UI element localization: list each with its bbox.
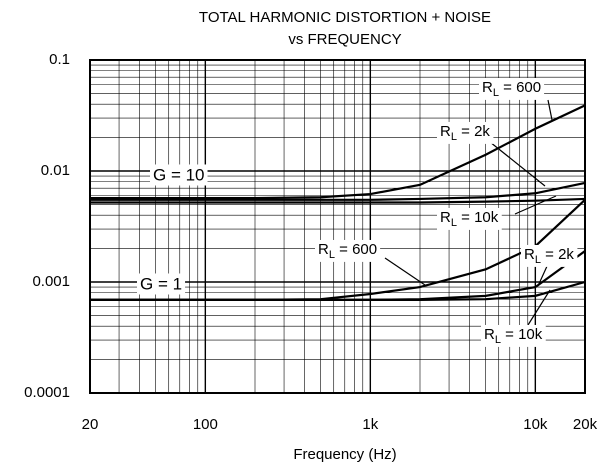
curve [90,181,586,201]
annotation: RL = 2k [440,123,490,143]
curve [90,280,586,301]
annotation-bg [137,273,186,295]
annotation-bg [479,77,545,100]
annotation-bg [315,239,381,262]
annotation-rest: = 600 [335,241,377,258]
annotation-main: R [484,326,495,343]
chart-title: TOTAL HARMONIC DISTORTION + NOISE [199,9,491,26]
x-tick-label: 100 [193,416,218,433]
y-tick-label: 0.1 [49,51,70,68]
annotation: RL = 600 [482,79,541,99]
annotation-bg [521,244,578,267]
annotation-main: R [318,241,329,258]
y-tick-label: 0.01 [41,162,70,179]
annotation-arrow [514,195,557,215]
chart-subtitle: vs FREQUENCY [288,31,401,48]
annotation-arrow [384,257,426,286]
annotation-sub: L [451,131,457,143]
annotation-bg [437,121,494,144]
annotation-main: R [440,123,451,140]
annotation-sub: L [493,87,499,99]
annotation-main: R [482,79,493,96]
x-tick-label: 10k [523,416,548,433]
annotation-rest: = 2k [541,246,574,263]
x-axis-label: Frequency (Hz) [293,446,396,463]
annotation-sub: L [495,334,501,346]
annotation-bg [150,164,208,186]
y-tick-label: 0.0001 [24,384,70,401]
x-tick-label: 20k [573,416,598,433]
annotation: G = 10 [153,165,205,184]
annotation-rest: = 2k [457,123,490,140]
annotation-bg [481,324,546,347]
y-tick-label: 0.001 [32,273,70,290]
curve [90,197,586,204]
annotation-main: R [524,246,535,263]
annotation-rest: = 10k [457,209,499,226]
x-tick-label: 20 [82,416,99,433]
annotation: RL = 10k [484,326,543,346]
annotation: RL = 2k [524,246,574,266]
annotation-sub: L [535,254,541,266]
annotation-arrow [489,141,546,187]
annotation-main: R [440,209,451,226]
annotation-sub: L [329,249,335,261]
annotation-sub: L [451,217,457,229]
plot-frame [89,59,586,394]
annotation-bg [437,207,502,230]
annotation: G = 1 [140,274,182,293]
annotation-arrow [527,289,551,326]
annotation-rest: = 10k [501,326,543,343]
annotation-arrow [547,99,553,121]
annotation: RL = 600 [318,241,377,261]
annotation-rest: = 600 [499,79,541,96]
annotation: RL = 10k [440,209,499,229]
annotation-arrow [537,263,549,287]
x-tick-label: 1k [362,416,378,433]
curve [90,104,586,200]
